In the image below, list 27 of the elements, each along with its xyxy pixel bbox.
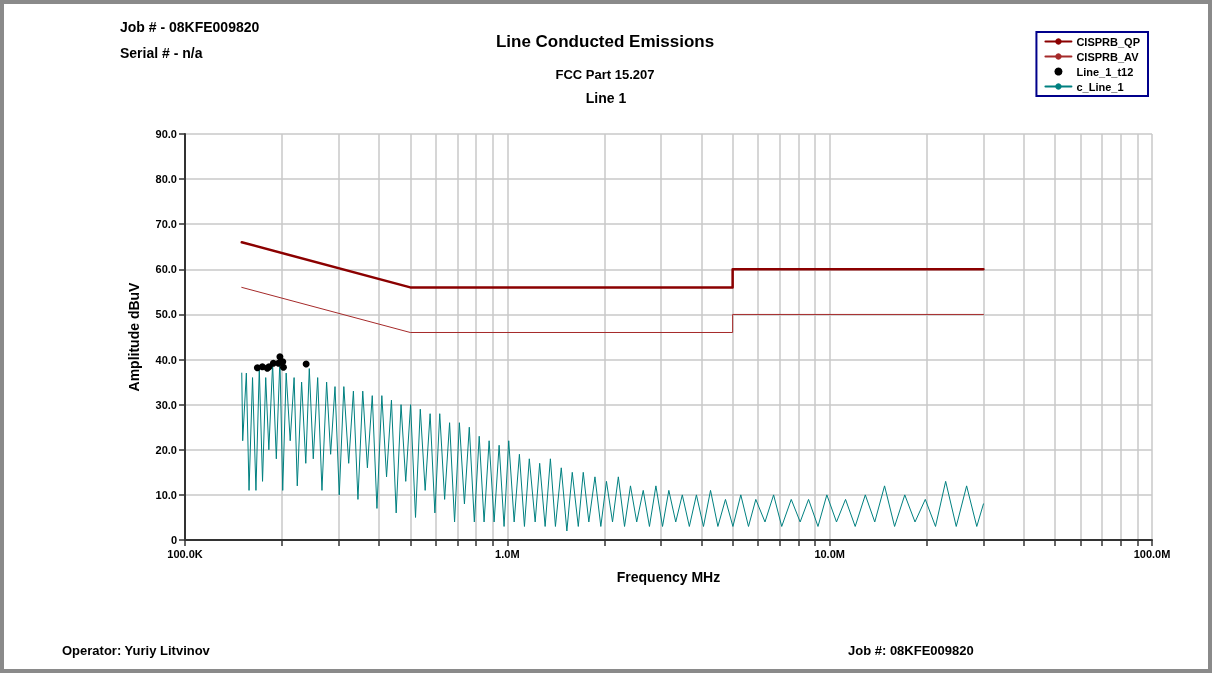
legend-label: CISPRB_QP <box>1076 35 1141 48</box>
text: Serial # - n/a <box>120 45 203 61</box>
y-tick-label: 10.0 <box>155 488 177 501</box>
legend-label: CISPRB_AV <box>1076 50 1140 63</box>
x-tick-label: 10.0M <box>814 547 845 560</box>
text: Job #: 08KFE009820 <box>848 643 974 658</box>
x-tick-label: 100.0M <box>1133 547 1171 560</box>
x-tick-label: 1.0M <box>495 547 520 560</box>
y-tick-label: 60.0 <box>155 263 177 276</box>
x-tick-label: 100.0K <box>167 547 203 560</box>
y-tick-label: 30.0 <box>155 398 177 411</box>
y-axis-title: Amplitude dBuV <box>126 281 142 392</box>
y-tick-label: 20.0 <box>155 443 177 456</box>
legend-label: Line_1_t12 <box>1076 65 1134 78</box>
text: Job # - 08KFE009820 <box>120 19 260 35</box>
y-tick-label: 70.0 <box>155 218 177 231</box>
y-tick-label: 80.0 <box>155 173 177 186</box>
x-axis-title: Frequency MHz <box>616 569 721 585</box>
y-tick-label: 40.0 <box>155 353 177 366</box>
legend-label: c_Line_1 <box>1076 80 1124 93</box>
text: Operator: Yuriy Litvinov <box>62 643 210 658</box>
text: Line 1 <box>585 90 627 106</box>
chart-subtitle: FCC Part 15.207 <box>555 67 655 82</box>
y-tick-label: 90.0 <box>155 128 177 140</box>
y-tick-label: 0 <box>170 534 177 546</box>
y-tick-label: 50.0 <box>155 308 177 321</box>
chart-title: Line Conducted Emissions <box>495 32 715 51</box>
